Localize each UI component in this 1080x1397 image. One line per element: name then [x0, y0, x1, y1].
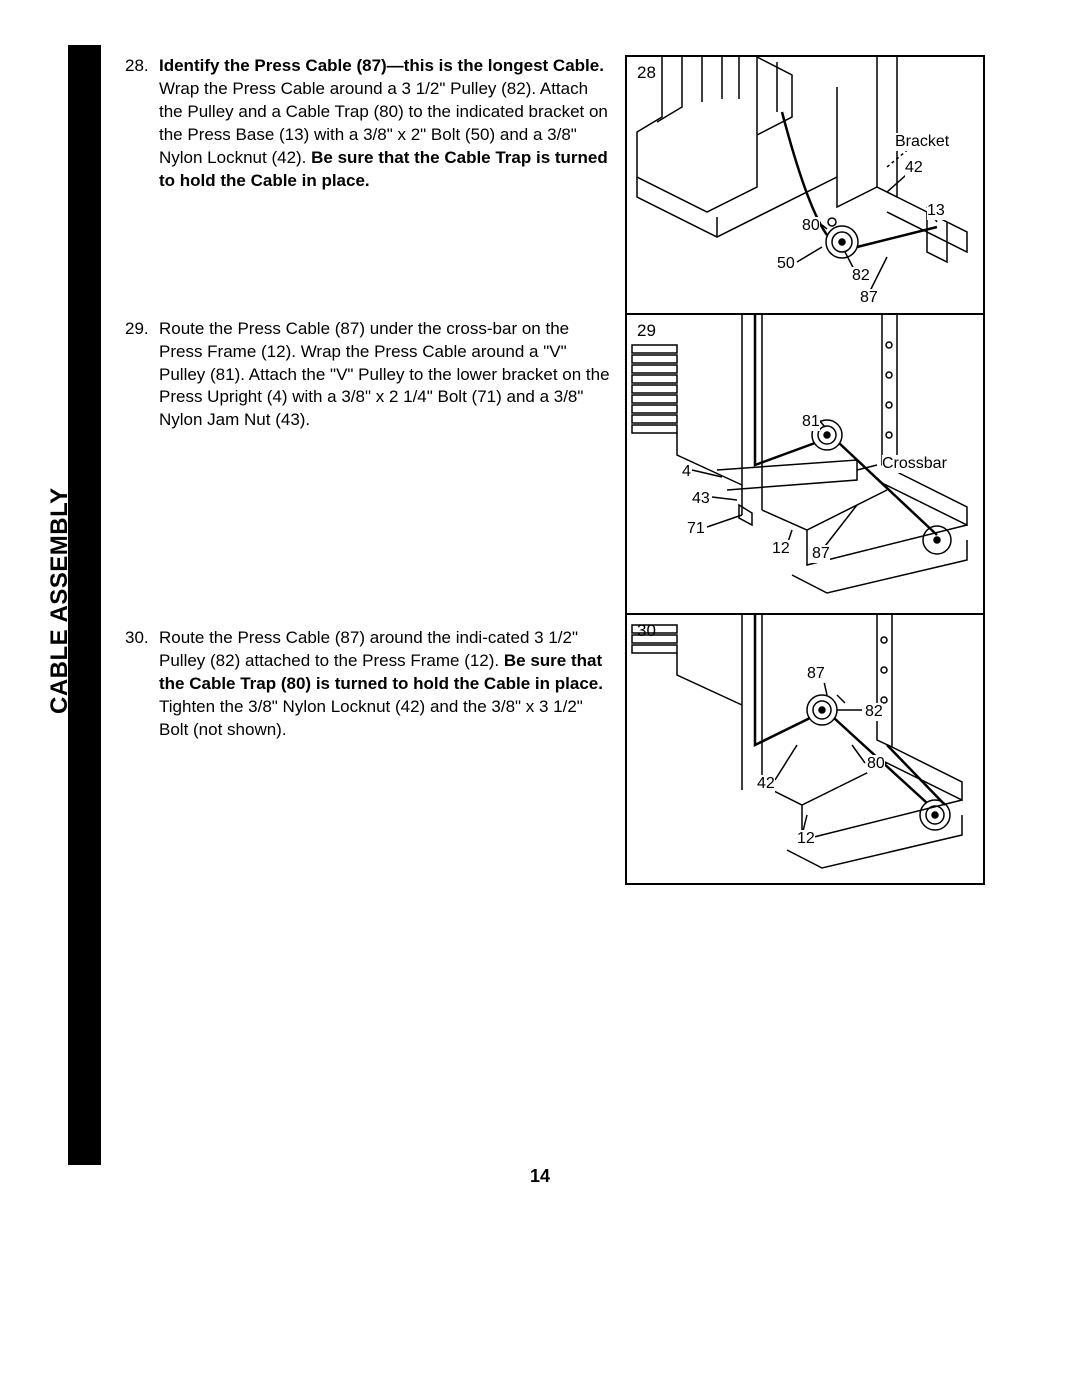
callout-80: 80 — [802, 217, 820, 235]
callout-87c: 87 — [807, 665, 825, 683]
step-28-num: 28. — [125, 55, 159, 193]
callout-42: 42 — [905, 159, 923, 177]
step-28: 28. Identify the Press Cable (87)—this i… — [125, 55, 615, 193]
step-29-plain1: Route the Press Cable (87) under the cro… — [159, 319, 610, 430]
callout-50: 50 — [777, 255, 795, 273]
step-30-plain2: Tighten the 3/8" Nylon Locknut (42) and … — [159, 697, 583, 739]
callout-42b: 42 — [757, 775, 775, 793]
callout-bracket: Bracket — [895, 133, 949, 151]
side-label: CABLE ASSEMBLY — [46, 487, 74, 714]
callout-87: 87 — [860, 289, 878, 307]
page-number: 14 — [0, 1166, 1080, 1187]
callout-12b: 12 — [797, 830, 815, 848]
diagram-column: 28 — [625, 55, 985, 885]
callout-82: 82 — [852, 267, 870, 285]
diagram-panel-29: 29 — [625, 315, 985, 615]
callout-71: 71 — [687, 520, 705, 538]
callout-82b: 82 — [865, 703, 883, 721]
diagram-panel-30: 30 — [625, 615, 985, 885]
panel-28-label: 28 — [637, 63, 656, 83]
callout-87b: 87 — [812, 545, 830, 563]
diagram-28-svg — [627, 57, 983, 315]
callout-crossbar: Crossbar — [882, 455, 947, 473]
diagram-panel-28: 28 — [625, 55, 985, 315]
step-30-num: 30. — [125, 627, 159, 742]
callout-13: 13 — [927, 202, 945, 220]
step-28-bold1: Identify the Press Cable (87)—this is th… — [159, 56, 604, 75]
callout-43: 43 — [692, 490, 710, 508]
step-29-text: Route the Press Cable (87) under the cro… — [159, 318, 615, 433]
step-30: 30. Route the Press Cable (87) around th… — [125, 627, 615, 742]
callout-81: 81 — [802, 413, 820, 431]
step-29-num: 29. — [125, 318, 159, 433]
callout-4: 4 — [682, 463, 691, 481]
step-28-text: Identify the Press Cable (87)—this is th… — [159, 55, 615, 193]
callout-12: 12 — [772, 540, 790, 558]
callout-80b: 80 — [867, 755, 885, 773]
panel-30-label: 30 — [637, 621, 656, 641]
content-area: 28. Identify the Press Cable (87)—this i… — [125, 55, 995, 742]
step-30-text: Route the Press Cable (87) around the in… — [159, 627, 615, 742]
panel-29-label: 29 — [637, 321, 656, 341]
step-29: 29. Route the Press Cable (87) under the… — [125, 318, 615, 433]
